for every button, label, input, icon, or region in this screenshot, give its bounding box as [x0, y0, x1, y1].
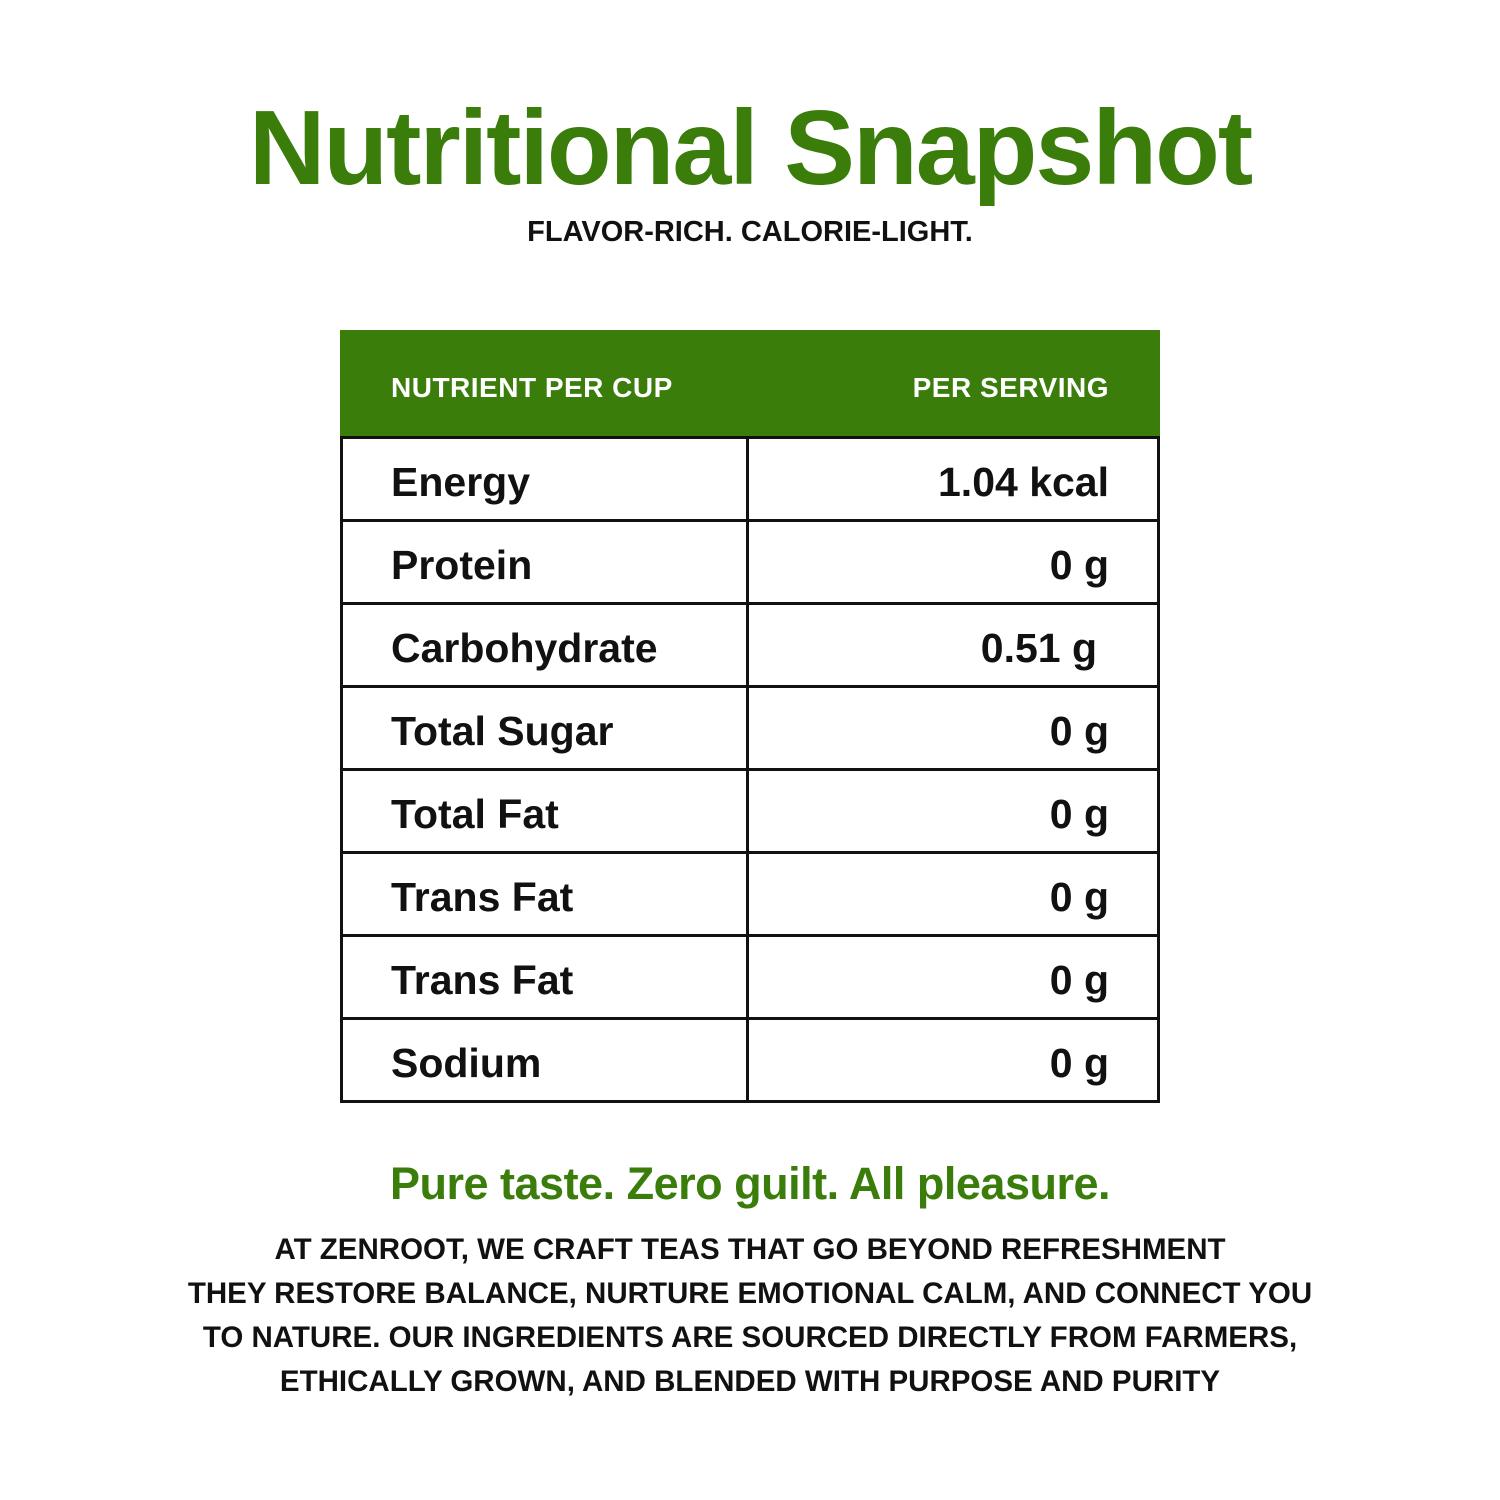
nutrient-name: Total Fat: [343, 771, 749, 851]
brand-description: AT ZENROOT, WE CRAFT TEAS THAT GO BEYOND…: [0, 1228, 1500, 1404]
table-row: Total Sugar 0 g: [343, 685, 1157, 768]
table-row: Total Fat 0 g: [343, 768, 1157, 851]
nutrient-value: 1.04 kcal: [938, 459, 1109, 505]
table-row: Carbohydrate 0.51 g: [343, 602, 1157, 685]
column-header-per-serving: PER SERVING: [912, 372, 1109, 403]
nutrient-name: Trans Fat: [343, 854, 749, 934]
nutrient-value: 0.51 g: [980, 625, 1097, 671]
nutrient-name: Trans Fat: [343, 937, 749, 1017]
page-title: Nutritional Snapshot: [248, 89, 1253, 207]
nutrient-value: 0 g: [1049, 708, 1109, 754]
table-row: Protein 0 g: [343, 519, 1157, 602]
table-header: NUTRIENT PER CUP PER SERVING: [340, 330, 1160, 436]
column-header-nutrient: NUTRIENT PER CUP: [391, 372, 673, 403]
nutrient-value: 0 g: [1049, 542, 1109, 588]
nutrient-name: Carbohydrate: [343, 605, 749, 685]
table-body: Energy 1.04 kcal Protein 0 g Carbohydrat…: [340, 436, 1160, 1103]
nutrient-value: 0 g: [1049, 791, 1109, 837]
nutrient-name: Protein: [343, 522, 749, 602]
description-line: THEY RESTORE BALANCE, NURTURE EMOTIONAL …: [187, 1277, 1313, 1310]
table-row: Trans Fat 0 g: [343, 934, 1157, 1017]
nutrient-value: 0 g: [1049, 874, 1109, 920]
description-line: ETHICALLY GROWN, AND BLENDED WITH PURPOS…: [279, 1365, 1221, 1398]
nutrient-value: 0 g: [1049, 957, 1109, 1003]
nutrient-value: 0 g: [1049, 1040, 1109, 1086]
table-row: Energy 1.04 kcal: [343, 436, 1157, 519]
nutrient-name: Total Sugar: [343, 688, 749, 768]
nutrient-name: Sodium: [343, 1020, 749, 1100]
description-line: AT ZENROOT, WE CRAFT TEAS THAT GO BEYOND…: [274, 1233, 1226, 1266]
tagline: Pure taste. Zero guilt. All pleasure.: [389, 1158, 1111, 1209]
page-subtitle: FLAVOR-RICH. CALORIE-LIGHT.: [527, 216, 973, 248]
description-line: TO NATURE. OUR INGREDIENTS ARE SOURCED D…: [202, 1321, 1298, 1354]
nutrient-name: Energy: [343, 439, 749, 519]
table-row: Sodium 0 g: [343, 1017, 1157, 1100]
table-row: Trans Fat 0 g: [343, 851, 1157, 934]
nutrition-table: NUTRIENT PER CUP PER SERVING Energy 1.04…: [340, 330, 1160, 1103]
